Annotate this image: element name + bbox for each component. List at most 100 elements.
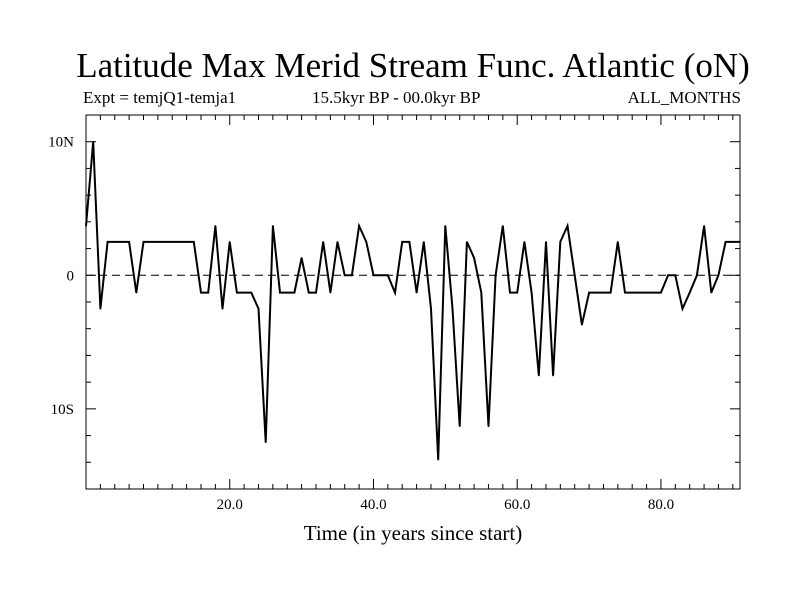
experiment-label: Expt = temjQ1-temja1 <box>83 88 237 107</box>
data-point <box>523 241 526 243</box>
data-point <box>128 241 130 243</box>
data-point <box>193 241 195 243</box>
data-point <box>573 274 576 277</box>
x-axis-label: Time (in years since start) <box>303 521 523 545</box>
data-point <box>588 291 590 294</box>
data-point <box>379 274 382 277</box>
data-point <box>85 225 87 227</box>
data-point <box>739 241 741 243</box>
data-point <box>509 291 511 294</box>
y-tick-label: 10S <box>51 402 74 418</box>
data-point <box>444 225 447 227</box>
data-point <box>581 323 583 326</box>
data-point <box>717 274 720 277</box>
data-point <box>214 225 217 227</box>
data-point <box>710 291 713 294</box>
data-point <box>257 307 260 310</box>
data-point <box>480 291 483 294</box>
data-point <box>645 291 648 294</box>
data-point <box>99 307 102 310</box>
data-point <box>272 225 274 227</box>
data-point <box>343 274 346 277</box>
data-point <box>336 241 339 243</box>
data-point <box>473 257 475 259</box>
data-point <box>451 307 454 310</box>
data-point <box>207 291 209 294</box>
data-point <box>545 241 547 243</box>
data-point <box>164 241 166 243</box>
data-point <box>552 374 554 377</box>
data-point <box>566 225 569 227</box>
data-point <box>243 291 245 294</box>
data-point <box>365 241 368 243</box>
data-point <box>372 274 375 277</box>
months-label: ALL_MONTHS <box>627 88 741 107</box>
data-point <box>387 274 389 277</box>
data-point <box>157 241 159 243</box>
data-point <box>171 241 173 243</box>
data-point <box>430 307 432 310</box>
data-point <box>178 241 181 243</box>
data-point <box>92 140 94 143</box>
x-tick-label: 20.0 <box>217 497 243 513</box>
data-point <box>437 458 440 461</box>
data-point <box>458 425 461 428</box>
data-point <box>502 225 504 227</box>
data-point <box>286 291 289 294</box>
data-point <box>487 425 490 428</box>
x-tick-label: 60.0 <box>504 497 530 513</box>
data-point <box>609 291 612 294</box>
data-point <box>221 307 224 310</box>
chart-title: Latitude Max Merid Stream Func. Atlantic… <box>76 46 750 85</box>
data-point <box>423 241 425 243</box>
data-point <box>696 274 698 277</box>
data-point <box>315 291 317 294</box>
data-point <box>300 257 303 259</box>
data-point <box>494 274 497 277</box>
data-point <box>329 291 332 294</box>
data-point <box>394 291 396 294</box>
data-point <box>279 291 281 294</box>
data-point <box>681 307 684 310</box>
data-point <box>250 291 253 294</box>
data-point <box>530 291 533 294</box>
data-point <box>703 225 705 227</box>
data-point <box>638 291 641 294</box>
data-point <box>293 291 296 294</box>
series-points <box>85 140 741 461</box>
x-tick-label: 80.0 <box>648 497 674 513</box>
axis-ticks <box>86 115 740 489</box>
data-point <box>653 291 655 294</box>
data-point <box>200 291 202 294</box>
plot-frame <box>85 114 741 490</box>
data-point <box>408 241 411 243</box>
data-point <box>401 241 404 243</box>
y-tick-label: 0 <box>67 268 75 284</box>
data-point <box>724 241 727 243</box>
data-point <box>106 241 109 243</box>
data-point <box>732 241 734 243</box>
data-point <box>264 441 267 444</box>
x-tick-label: 40.0 <box>360 497 386 513</box>
data-point <box>466 241 468 243</box>
data-point <box>559 241 562 243</box>
data-point <box>185 241 188 243</box>
period-label: 15.5kyr BP - 00.0kyr BP <box>312 88 481 107</box>
data-point <box>660 291 662 294</box>
data-point <box>236 291 238 294</box>
data-point <box>538 374 540 377</box>
data-point <box>351 274 353 277</box>
data-point <box>631 291 633 294</box>
y-tick-label: 10N <box>48 135 74 151</box>
data-point <box>228 241 231 243</box>
data-point <box>135 291 138 294</box>
data-point <box>121 241 123 243</box>
data-point <box>688 291 691 294</box>
data-point <box>149 241 152 243</box>
data-point <box>674 274 677 277</box>
axis-tick-labels: 20.0 40.0 60.0 80.0 10N 0 10S <box>48 135 674 513</box>
data-point <box>667 274 669 277</box>
data-point <box>516 291 518 294</box>
data-point <box>142 241 145 243</box>
